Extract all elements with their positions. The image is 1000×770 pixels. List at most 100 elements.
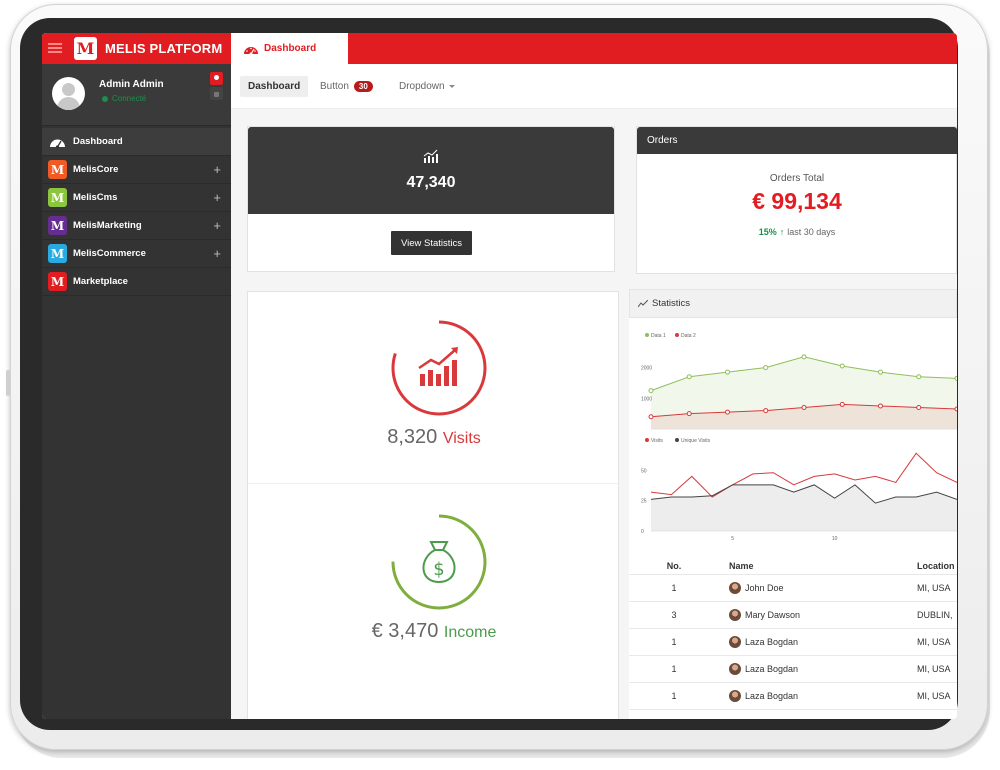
data-point	[954, 375, 957, 381]
user-icon[interactable]	[210, 72, 223, 85]
sidebar-item-marketplace[interactable]: M Marketplace	[42, 268, 231, 296]
column-header-location: Location	[917, 560, 955, 571]
series-area	[651, 484, 957, 531]
sub-navigation: Dashboard Button 30 Dropdown	[231, 64, 957, 109]
hamburger-icon[interactable]	[48, 43, 62, 53]
row-no: 1	[671, 637, 677, 647]
legend-swatch	[675, 438, 679, 442]
row-location: MI, USA	[917, 583, 951, 593]
table-row[interactable]: 1 Laza Bogdan MI, USA	[629, 656, 957, 683]
expand-plus-icon[interactable]: +	[213, 190, 221, 205]
data-point	[763, 408, 769, 414]
dashboard-gauge-icon	[244, 46, 258, 55]
sidebar-item-melismarketing[interactable]: M MelisMarketing +	[42, 212, 231, 240]
melis-logo-icon: M	[48, 160, 67, 179]
sidebar: Admin Admin Connecté Dashboard M MelisCo…	[42, 64, 231, 719]
legend-swatch	[645, 438, 649, 442]
sidebar-item-label: MelisCore	[73, 164, 119, 175]
legend-swatch	[675, 333, 679, 337]
visits-progress-ring	[391, 320, 487, 416]
online-dot-icon	[102, 95, 108, 102]
kpi-card: 8,320 Visits $ € 3,470 Income	[247, 291, 620, 719]
table-header: No. Name Location	[629, 557, 957, 575]
table-row[interactable]: 1 Laza Bogdan MI, USA	[629, 629, 957, 656]
orders-card: Orders Orders Total € 99,134 15% ↑ last 30…	[636, 126, 957, 274]
data-point	[725, 369, 730, 375]
table-row[interactable]: 1 Laza Bogdan MI, USA	[629, 683, 957, 710]
sidebar-nav: Dashboard M MelisCore + M MelisCms + M M…	[42, 128, 231, 296]
sidebar-item-label: Marketplace	[73, 276, 128, 287]
visitors-table: No. Name Location 1 John Doe MI, USA 3 M…	[629, 557, 957, 710]
melis-logo-icon: M	[48, 216, 67, 235]
melis-logo-icon: M	[74, 37, 97, 60]
sidebar-item-meliscms[interactable]: M MelisCms +	[42, 184, 231, 212]
row-name: Laza Bogdan	[729, 683, 909, 709]
row-location: MI, USA	[917, 637, 951, 647]
money-bag-icon: $	[422, 541, 456, 584]
data-point	[648, 414, 654, 420]
subnav-button[interactable]: Button 30	[320, 76, 373, 97]
tab-dashboard[interactable]: Dashboard	[231, 33, 348, 64]
y-tick-label: 25	[641, 499, 647, 505]
tablet-side-button	[6, 370, 10, 396]
orders-header: Orders	[637, 127, 957, 154]
legend-label: Unique Visits	[681, 438, 711, 444]
sidebar-item-label: MelisCms	[73, 192, 118, 203]
melis-logo-icon: M	[48, 272, 67, 291]
income-kpi: € 3,470 Income	[248, 620, 620, 643]
orders-trend: 15% ↑ last 30 days	[637, 227, 957, 237]
sidebar-item-dashboard[interactable]: Dashboard	[42, 128, 231, 156]
row-no: 1	[671, 583, 677, 593]
y-tick-label: 50	[641, 468, 647, 474]
pulse-line-icon	[638, 299, 648, 307]
sidebar-item-meliscore[interactable]: M MelisCore +	[42, 156, 231, 184]
legend-item: Unique Visits	[675, 438, 711, 444]
series-area	[651, 404, 957, 429]
x-tick-label: 5	[731, 536, 734, 542]
statistics-chart-2: Visits Unique Visits 0 25 50 5 10	[641, 438, 957, 542]
row-name-text: Laza Bogdan	[745, 637, 799, 647]
income-progress-ring: $	[391, 514, 487, 610]
status-text: Connecté	[112, 94, 147, 103]
data-point	[801, 405, 807, 410]
table-row[interactable]: 3 Mary Dawson DUBLIN,	[629, 602, 957, 629]
avatar	[729, 663, 741, 675]
row-no: 1	[671, 691, 677, 701]
series-line	[650, 452, 957, 498]
trend-percentage: 15%	[758, 227, 777, 237]
legend-label: Data 1	[651, 333, 666, 339]
top-bar: M MELIS PLATFORM Dashboard	[42, 33, 957, 64]
subnav-dropdown[interactable]: Dropdown	[399, 76, 455, 97]
table-row[interactable]: 1 John Doe MI, USA	[629, 575, 957, 602]
avatar[interactable]	[52, 77, 85, 110]
subnav-button-label: Button	[320, 81, 349, 92]
tab-label: Dashboard	[264, 43, 317, 54]
subnav-dashboard-label: Dashboard	[248, 81, 301, 92]
view-statistics-button[interactable]: View Statistics	[391, 231, 472, 255]
stat-value: 47,340	[406, 174, 456, 191]
stat-card: 47,340 View Statistics	[247, 126, 615, 272]
melis-logo-icon: M	[48, 188, 67, 207]
row-name: Laza Bogdan	[729, 629, 909, 655]
visits-label: Visits	[442, 430, 481, 447]
row-name-text: Laza Bogdan	[745, 664, 799, 674]
count-badge: 30	[353, 81, 373, 92]
avatar	[729, 636, 741, 648]
avatar	[729, 690, 741, 702]
data-point	[725, 409, 730, 415]
sidebar-item-meliscommerce[interactable]: M MelisCommerce +	[42, 240, 231, 268]
expand-plus-icon[interactable]: +	[213, 162, 221, 177]
legend-item: Data 1	[645, 333, 666, 339]
expand-plus-icon[interactable]: +	[213, 218, 221, 233]
y-tick-label: 2000	[641, 366, 652, 372]
subnav-dashboard[interactable]: Dashboard	[240, 76, 309, 97]
expand-plus-icon[interactable]: +	[213, 246, 221, 261]
subnav-dropdown-label: Dropdown	[399, 81, 445, 92]
statistics-title: Statistics	[652, 298, 691, 309]
avatar	[729, 582, 741, 594]
avatar	[729, 609, 741, 621]
dashboard-gauge-icon	[50, 139, 65, 149]
lock-icon[interactable]	[210, 87, 223, 100]
